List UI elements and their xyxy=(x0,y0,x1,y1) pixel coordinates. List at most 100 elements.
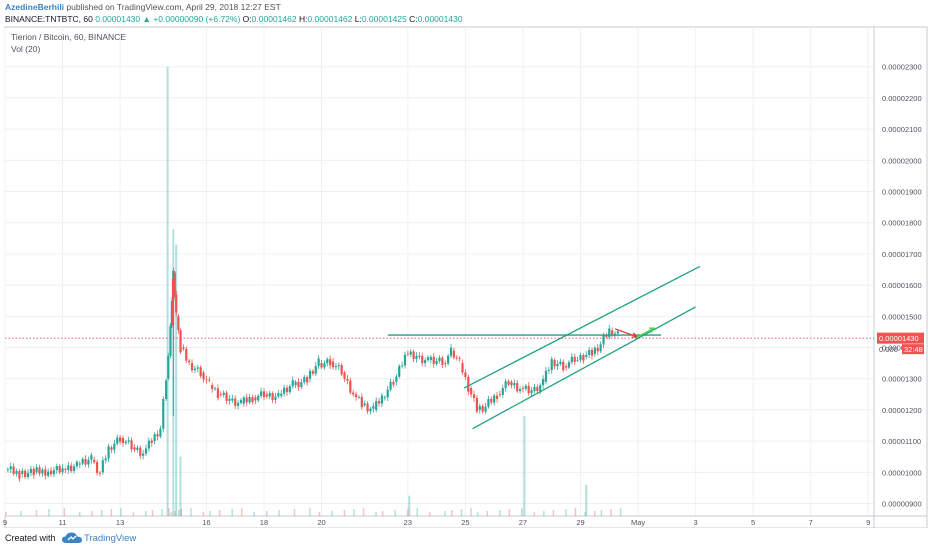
low-value: 0.00001425 xyxy=(361,14,407,24)
x-tick-label: 27 xyxy=(519,518,527,527)
candle-body xyxy=(475,397,479,412)
high-value: 0.00001462 xyxy=(307,14,353,24)
candle-body xyxy=(372,406,375,409)
candle-body xyxy=(383,397,386,399)
candle-body xyxy=(104,458,107,461)
candle-body xyxy=(32,468,35,476)
candle-body xyxy=(225,392,228,401)
candle-body xyxy=(133,447,136,450)
candle-body xyxy=(294,381,297,385)
candle-body xyxy=(455,357,458,359)
candle-body xyxy=(21,470,24,474)
volume-bar xyxy=(190,508,192,516)
y-tick-label: 0.00001700 xyxy=(882,250,922,259)
author-link[interactable]: AzedineBerhili xyxy=(5,2,65,12)
candle-body xyxy=(406,353,409,355)
candle-body xyxy=(127,440,130,442)
candle-body xyxy=(418,355,421,357)
volume-bar xyxy=(240,508,243,516)
footer: Created with TradingView xyxy=(0,528,932,550)
candle-body xyxy=(41,469,44,474)
candle-body xyxy=(521,388,525,389)
volume-bar xyxy=(543,511,545,516)
candle-body xyxy=(495,395,499,399)
volume-bar xyxy=(265,511,268,516)
volume-bar xyxy=(406,509,409,516)
volume-bar xyxy=(408,495,411,516)
volume-bar xyxy=(375,512,377,516)
volume-bar xyxy=(594,511,596,516)
y-tick-label: 0.00001300 xyxy=(882,375,922,384)
candle-body xyxy=(18,471,21,479)
candle-body xyxy=(487,399,490,407)
candle-body xyxy=(245,397,248,403)
candle-body xyxy=(6,469,9,470)
arrow-head xyxy=(648,327,656,333)
candle-body xyxy=(280,393,283,396)
candle-body xyxy=(426,357,430,361)
volume-bar xyxy=(416,508,418,516)
candle-body xyxy=(297,381,300,388)
candle-body xyxy=(274,396,277,400)
candle-body xyxy=(300,382,303,388)
volume-bar xyxy=(451,510,453,516)
x-tick-label: 9 xyxy=(3,518,7,527)
volume-bar xyxy=(318,512,321,516)
volume-bar xyxy=(381,511,384,516)
candle-body xyxy=(616,331,620,334)
candle-body xyxy=(326,359,329,364)
candle-body xyxy=(15,471,18,474)
volume-bar xyxy=(293,509,296,516)
candle-body xyxy=(513,383,516,386)
candle-body xyxy=(162,399,165,429)
arrow-up-icon xyxy=(634,327,655,339)
candle-body xyxy=(567,362,571,368)
volume-bar xyxy=(362,508,365,516)
candle-body xyxy=(205,379,208,381)
candle-body xyxy=(337,365,340,367)
candle-body xyxy=(377,401,381,404)
x-tick-label: 9 xyxy=(866,518,870,527)
candle-body xyxy=(400,365,404,367)
candle-body xyxy=(541,379,545,386)
candle-body xyxy=(306,377,309,383)
candle-body xyxy=(357,396,361,398)
candle-body xyxy=(38,467,41,474)
candle-body xyxy=(144,448,148,454)
y-tick-label: 0.00001600 xyxy=(882,281,922,290)
candle-body xyxy=(231,398,234,401)
candle-body xyxy=(556,364,559,367)
x-tick-label: 5 xyxy=(751,518,755,527)
publish-line: AzedineBerhili published on TradingView.… xyxy=(5,2,281,12)
candle-body xyxy=(398,365,401,377)
chart-title: Tierion / Bitcoin, 60, BINANCE xyxy=(11,32,126,42)
candle-body xyxy=(547,370,550,371)
x-tick-label: 29 xyxy=(576,518,584,527)
x-tick-label: 13 xyxy=(116,518,124,527)
x-tick-label: 20 xyxy=(317,518,325,527)
y-tick-label: 0.00002200 xyxy=(882,94,922,103)
candle-body xyxy=(467,376,470,392)
candle-body xyxy=(262,391,266,398)
candle-body xyxy=(585,354,588,357)
candle-body xyxy=(167,355,170,379)
candle-body xyxy=(248,397,251,403)
tradingview-brand[interactable]: TradingView xyxy=(84,533,137,544)
candle-body xyxy=(159,428,162,437)
volume-bar xyxy=(120,508,122,516)
volume-bar xyxy=(218,510,221,516)
candle-body xyxy=(536,386,539,392)
candle-body xyxy=(498,394,502,396)
candle-body xyxy=(228,398,231,401)
candle-body xyxy=(579,355,582,360)
candle-body xyxy=(175,294,178,313)
y-tick-label: 0.00002100 xyxy=(882,125,922,134)
candle-body xyxy=(121,438,125,444)
candle-body xyxy=(81,458,84,464)
x-tick-label: 18 xyxy=(260,518,268,527)
volume-bar xyxy=(523,416,526,516)
volume-indicator-label[interactable]: Vol (20) xyxy=(11,44,41,54)
candle-body xyxy=(386,389,389,398)
candle-body xyxy=(395,376,398,382)
